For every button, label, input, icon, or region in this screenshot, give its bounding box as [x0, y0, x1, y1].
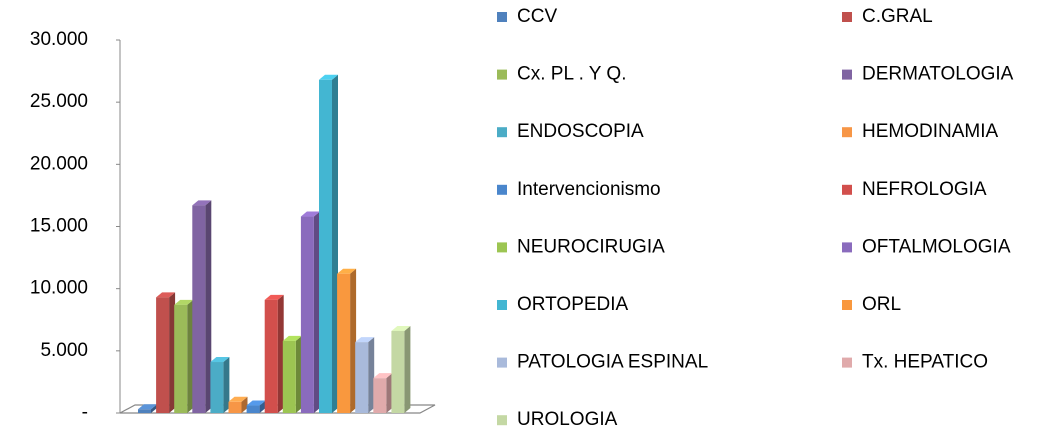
- bar-side: [223, 357, 230, 413]
- bar: [138, 409, 151, 413]
- bar: [264, 299, 278, 413]
- bar-top: [373, 373, 393, 379]
- bar: [228, 401, 242, 413]
- bar: [192, 205, 206, 413]
- legend-label: HEMODINAMIA: [862, 121, 999, 142]
- bar: [156, 297, 170, 413]
- bar: [300, 216, 314, 413]
- bar-side: [386, 373, 393, 413]
- bar-side: [205, 200, 212, 413]
- legend-swatch: [497, 12, 507, 22]
- legend-label: DERMATOLOGIA: [862, 64, 1014, 85]
- bar-top: [174, 299, 194, 305]
- bar-top: [210, 357, 230, 363]
- legend-swatch: [842, 127, 852, 138]
- legend-label: ORTOPEDIA: [517, 294, 629, 315]
- y-tick-label: 10.000: [30, 278, 88, 299]
- legend-label: UROLOGIA: [517, 409, 618, 430]
- bar-top: [228, 396, 248, 402]
- legend-label: NEFROLOGIA: [862, 179, 987, 200]
- y-tick-label: 5.000: [40, 340, 88, 361]
- bar: [174, 304, 188, 413]
- legend-swatch: [497, 357, 507, 368]
- bar-top: [300, 211, 320, 217]
- bar: [319, 79, 332, 413]
- bar-side: [313, 211, 320, 413]
- bar-top: [156, 292, 176, 298]
- bar-top: [319, 74, 338, 80]
- bar-side: [187, 299, 194, 413]
- y-tick-label: 25.000: [30, 91, 88, 112]
- legend-swatch: [842, 184, 852, 195]
- legend-label: OFTALMOLOGIA: [862, 236, 1011, 257]
- legend-label: CCV: [517, 6, 557, 27]
- legend-swatch: [842, 12, 852, 22]
- bar-top: [264, 294, 284, 300]
- bar-top: [246, 400, 266, 406]
- bar-top: [282, 335, 302, 341]
- legend-label: Cx. PL . Y Q.: [517, 64, 626, 85]
- bar-side: [368, 337, 375, 413]
- legend-swatch: [842, 242, 852, 253]
- bar-top: [355, 337, 375, 343]
- legend-swatch: [497, 242, 507, 253]
- legend-swatch: [497, 415, 507, 426]
- legend-label: Tx. HEPATICO: [862, 352, 988, 373]
- legend-label: C.GRAL: [862, 6, 933, 27]
- bar-side: [350, 268, 357, 413]
- bar-top: [391, 325, 411, 331]
- bar: [391, 330, 405, 413]
- bar: [373, 378, 387, 413]
- legend-swatch: [497, 69, 507, 80]
- legend-label: Intervencionismo: [517, 179, 661, 200]
- bar: [337, 273, 351, 413]
- legend-label: ORL: [862, 294, 901, 315]
- bar: [246, 405, 260, 413]
- bar-side: [277, 294, 284, 413]
- y-tick-label: 15.000: [30, 216, 88, 237]
- bar-top: [337, 268, 357, 274]
- bar: [210, 362, 224, 413]
- bar-side: [169, 292, 176, 413]
- bar-side: [151, 404, 157, 413]
- legend-swatch: [842, 69, 852, 80]
- legend-swatch: [842, 357, 852, 368]
- bar-side: [332, 74, 338, 413]
- legend-swatch: [842, 300, 852, 310]
- legend-label: ENDOSCOPIA: [517, 121, 644, 142]
- bar: [355, 342, 369, 413]
- legend-swatch: [497, 127, 507, 138]
- legend-swatch: [497, 300, 507, 310]
- bar-top: [138, 404, 157, 410]
- y-tick-label: -: [82, 402, 88, 423]
- legend-label: PATOLOGIA ESPINAL: [517, 352, 708, 373]
- bar-side: [295, 335, 302, 413]
- bar-side: [259, 400, 266, 413]
- bar-side: [241, 396, 248, 413]
- y-tick-label: 20.000: [30, 153, 88, 174]
- bar: [282, 340, 296, 413]
- bar-side: [404, 325, 411, 413]
- legend-label: NEUROCIRUGIA: [517, 236, 665, 257]
- bar-top: [192, 200, 212, 206]
- y-tick-label: 30.000: [30, 29, 88, 50]
- legend-swatch: [497, 184, 507, 195]
